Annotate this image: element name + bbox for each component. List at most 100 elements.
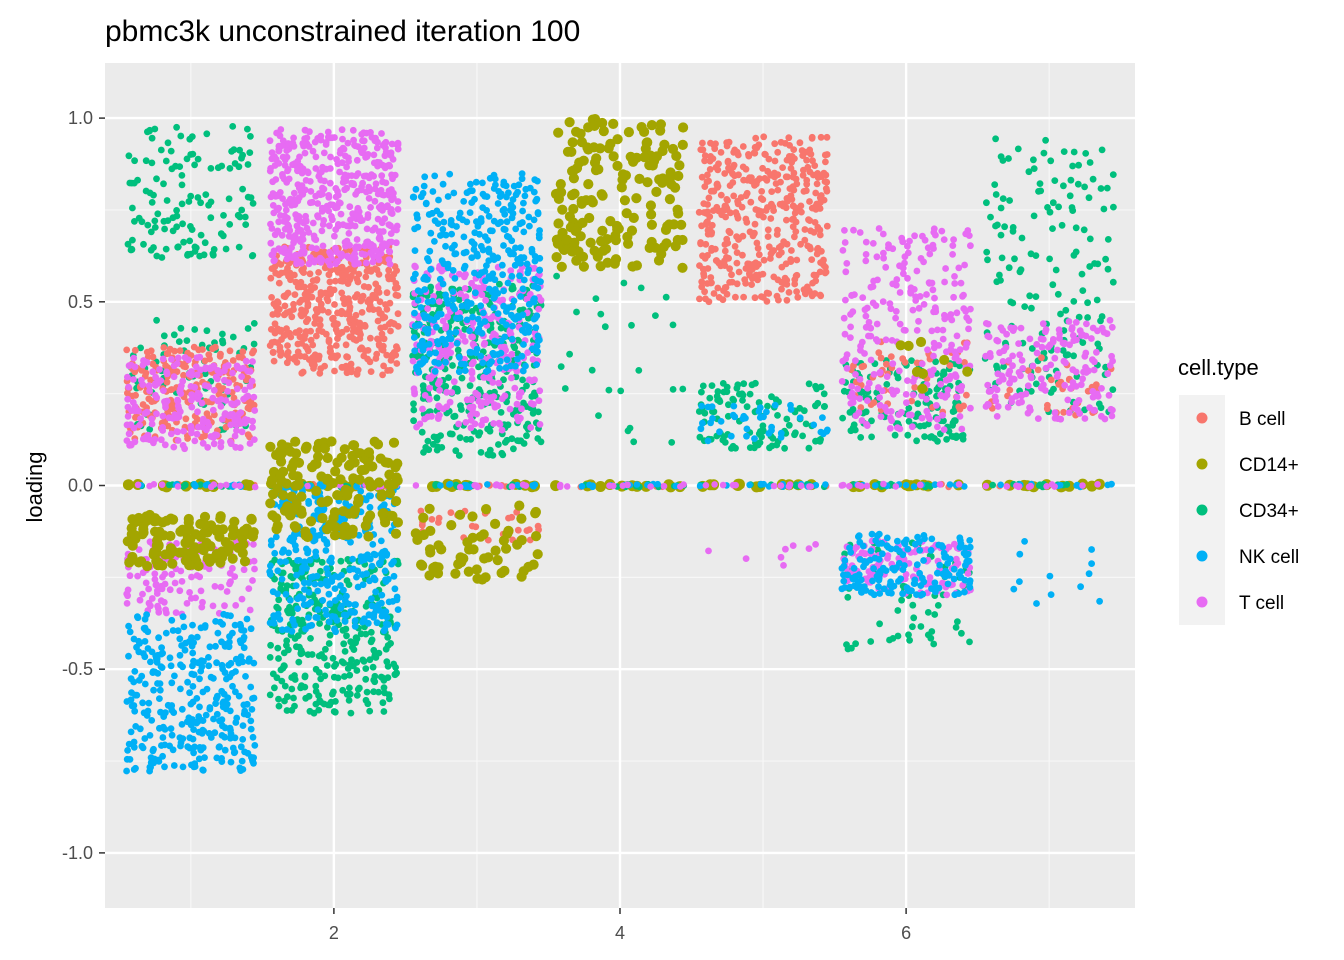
data-point [723,388,731,396]
data-point [229,629,236,637]
data-point [573,308,580,316]
data-point [723,139,731,147]
data-point [870,277,877,285]
data-point [246,405,254,413]
data-point [721,247,729,255]
data-point [1029,362,1037,370]
data-point [915,304,923,312]
data-point [1078,270,1086,278]
data-point [353,692,361,699]
data-point [755,251,763,259]
data-point [883,360,890,368]
data-point [267,165,274,172]
data-point [882,336,890,344]
data-point [1005,357,1013,364]
data-point [216,352,224,360]
data-point [749,261,757,268]
data-point [209,250,217,258]
data-point [198,657,205,665]
data-point [283,707,291,714]
data-point [220,610,228,618]
data-point [793,205,801,213]
data-point [157,597,165,604]
data-point [218,716,226,724]
data-point [296,217,304,225]
data-point [797,482,805,490]
data-point [787,192,795,200]
data-point [370,253,377,260]
data-point [917,255,925,262]
data-point [275,655,282,662]
data-point [1014,145,1022,153]
data-point [199,598,206,606]
data-point [247,683,255,691]
data-point [274,644,282,652]
data-point [186,589,194,596]
data-point [1102,255,1109,263]
data-point [430,433,438,441]
data-point [186,135,194,143]
data-point [364,214,372,222]
data-point [325,338,333,346]
data-point [793,288,800,295]
data-point [1072,224,1080,232]
data-point [153,175,160,183]
data-point [1030,212,1038,220]
data-point [178,181,186,189]
data-point [191,326,199,333]
data-point [472,389,480,397]
data-point [266,654,274,661]
data-point [186,237,194,245]
data-point [1024,367,1032,374]
data-point [313,332,320,340]
data-point [371,678,379,686]
data-point [168,356,175,363]
data-point [468,367,476,375]
data-point [237,409,245,417]
data-point [356,328,363,336]
data-point [442,322,450,330]
data-point [133,691,141,699]
data-point [764,204,771,211]
data-point [286,596,294,604]
data-point [358,149,366,157]
data-point [174,483,182,490]
data-point [940,417,947,425]
data-point [281,682,289,690]
data-point [134,613,141,621]
data-point [948,433,956,440]
data-point [344,280,352,287]
data-point [847,334,854,341]
data-point [490,420,497,427]
data-point [732,444,739,452]
data-point [226,347,234,355]
data-point [1048,481,1056,488]
data-point [170,373,178,381]
data-point [515,393,523,401]
data-point [352,634,360,642]
data-point [774,148,782,156]
data-point [384,634,392,641]
data-point [243,615,251,623]
data-point [324,623,331,631]
data-point [210,675,217,682]
data-point [232,688,239,696]
data-point [984,256,991,264]
data-point [474,483,481,491]
data-point [617,387,625,395]
data-point [886,300,894,307]
data-point [501,439,509,446]
data-point [817,133,825,141]
data-point [748,381,756,389]
data-point [958,629,965,637]
data-point [365,195,373,202]
data-point [236,482,244,490]
data-point [707,274,715,281]
data-point [624,427,632,435]
data-point [324,701,332,709]
data-point [456,434,464,442]
data-point [449,362,456,369]
data-point [247,133,254,140]
data-point [206,355,214,363]
data-point [1103,330,1111,338]
